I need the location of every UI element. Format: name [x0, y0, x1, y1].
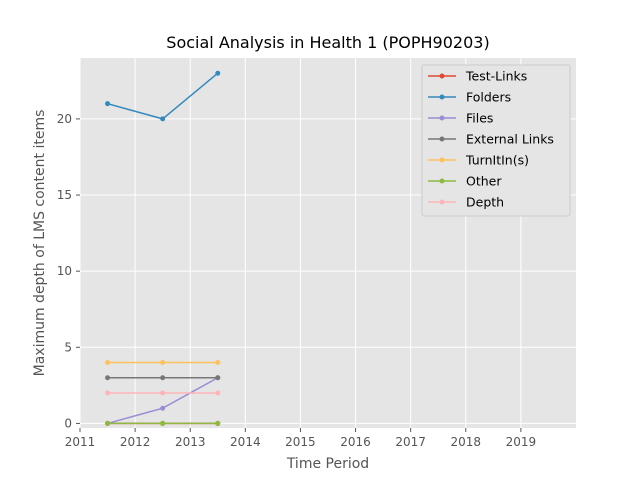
- legend-marker: [439, 136, 445, 142]
- legend-item: Depth: [428, 195, 504, 210]
- data-point: [160, 375, 166, 381]
- legend-label: TurnItIn(s): [465, 153, 529, 168]
- legend-marker: [439, 157, 445, 163]
- data-point: [105, 101, 111, 107]
- x-tick-label: 2017: [395, 435, 426, 449]
- legend-marker: [439, 94, 445, 100]
- legend-box: [421, 64, 571, 217]
- series-turnitin-s: [105, 360, 221, 366]
- legend-label: External Links: [466, 132, 554, 147]
- y-tick-label: 0: [64, 416, 72, 430]
- data-point: [160, 360, 166, 366]
- x-ticks: 2011 2012 2013 2014 2015 2016 2017 2018 2019: [65, 428, 536, 449]
- data-point: [215, 375, 221, 381]
- data-point: [160, 420, 166, 426]
- legend-label: Folders: [466, 90, 511, 105]
- legend-label: Files: [466, 111, 493, 126]
- data-point: [105, 420, 111, 426]
- x-tick-label: 2013: [175, 435, 206, 449]
- legend-marker: [439, 115, 445, 121]
- data-point: [215, 70, 221, 76]
- y-ticks: 0 5 10 15 20: [57, 112, 80, 430]
- legend-item: TurnItIn(s): [428, 153, 529, 168]
- legend-item: External Links: [428, 132, 554, 147]
- legend-marker: [439, 73, 445, 79]
- chart-title: Social Analysis in Health 1 (POPH90203): [166, 33, 489, 52]
- x-axis-label: Time Period: [286, 456, 369, 472]
- x-tick-label: 2012: [120, 435, 151, 449]
- series-layer: [105, 70, 221, 426]
- x-tick-label: 2015: [285, 435, 316, 449]
- series-other: [105, 420, 221, 426]
- series-depth: [105, 390, 221, 396]
- legend-label: Other: [466, 174, 502, 189]
- x-tick-label: 2016: [340, 435, 371, 449]
- legend-label: Test-Links: [465, 69, 527, 84]
- legend: Test-Links Folders Files External Links Turn…: [421, 64, 571, 217]
- x-tick-label: 2014: [230, 435, 261, 449]
- legend-marker: [439, 178, 445, 184]
- x-tick-label: 2011: [65, 435, 96, 449]
- data-point: [160, 116, 166, 122]
- y-tick-label: 20: [57, 112, 72, 126]
- legend-label: Depth: [466, 195, 504, 210]
- series-external-links: [105, 375, 221, 381]
- data-point: [160, 390, 166, 396]
- y-tick-label: 5: [64, 340, 72, 354]
- data-point: [105, 375, 111, 381]
- data-point: [105, 390, 111, 396]
- data-point: [215, 390, 221, 396]
- y-tick-label: 15: [57, 188, 72, 202]
- legend-marker: [439, 199, 445, 205]
- data-point: [215, 360, 221, 366]
- data-point: [160, 405, 166, 411]
- x-tick-label: 2019: [506, 435, 537, 449]
- y-tick-label: 10: [57, 264, 72, 278]
- y-axis-label: Maximum depth of LMS content items: [32, 110, 48, 377]
- data-point: [105, 360, 111, 366]
- legend-item: Files: [428, 111, 493, 126]
- series-folders: [105, 70, 221, 122]
- legend-item: Test-Links: [428, 69, 527, 84]
- data-point: [215, 420, 221, 426]
- legend-item: Other: [428, 174, 502, 189]
- legend-item: Folders: [428, 90, 511, 105]
- x-tick-label: 2018: [451, 435, 482, 449]
